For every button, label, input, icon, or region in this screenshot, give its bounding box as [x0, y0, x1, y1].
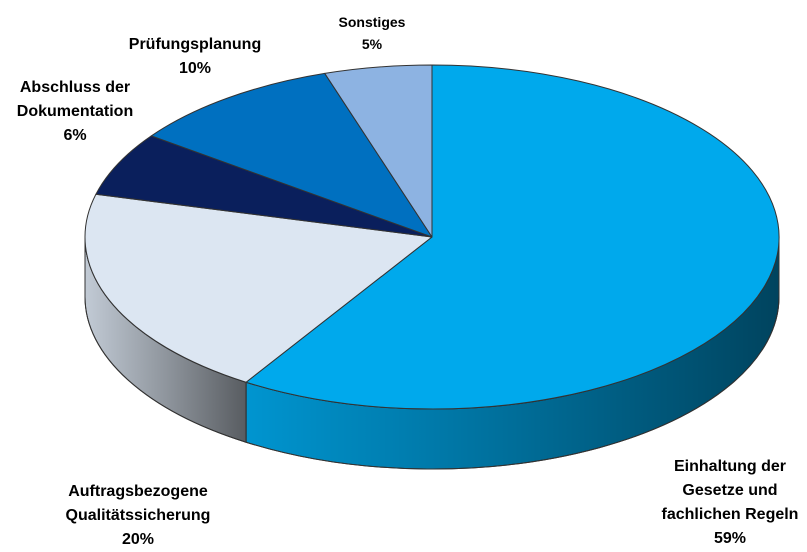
slice-label: Abschluss der Dokumentation 6%: [0, 76, 150, 148]
category-name: Sonstiges: [338, 14, 406, 30]
slice: [150, 72, 433, 238]
value-label: 10%: [178, 60, 212, 77]
value-label: 5%: [361, 36, 383, 52]
slice-label: Einhaltung der Gesetze und fachlichen Re…: [652, 455, 807, 551]
slice-label: Prüfungsplanung 10%: [115, 33, 275, 81]
category-name: Abschluss der Dokumentation: [16, 79, 134, 120]
value-label: 6%: [63, 127, 87, 144]
slice-label: Sonstiges 5%: [320, 11, 424, 55]
slice: [95, 135, 433, 238]
value-label: 59%: [713, 530, 747, 547]
slice: [324, 64, 433, 238]
slice-label: Auftragsbezogene Qualitätssicherung 20%: [53, 480, 223, 552]
category-name: Auftragsbezogene Qualitätssicherung: [65, 483, 211, 524]
value-label: 20%: [121, 531, 155, 548]
slice: [245, 64, 780, 410]
slice: [84, 193, 433, 383]
category-name: Prüfungsplanung: [128, 36, 262, 53]
category-name: Einhaltung der Gesetze und fachlichen Re…: [661, 458, 799, 523]
